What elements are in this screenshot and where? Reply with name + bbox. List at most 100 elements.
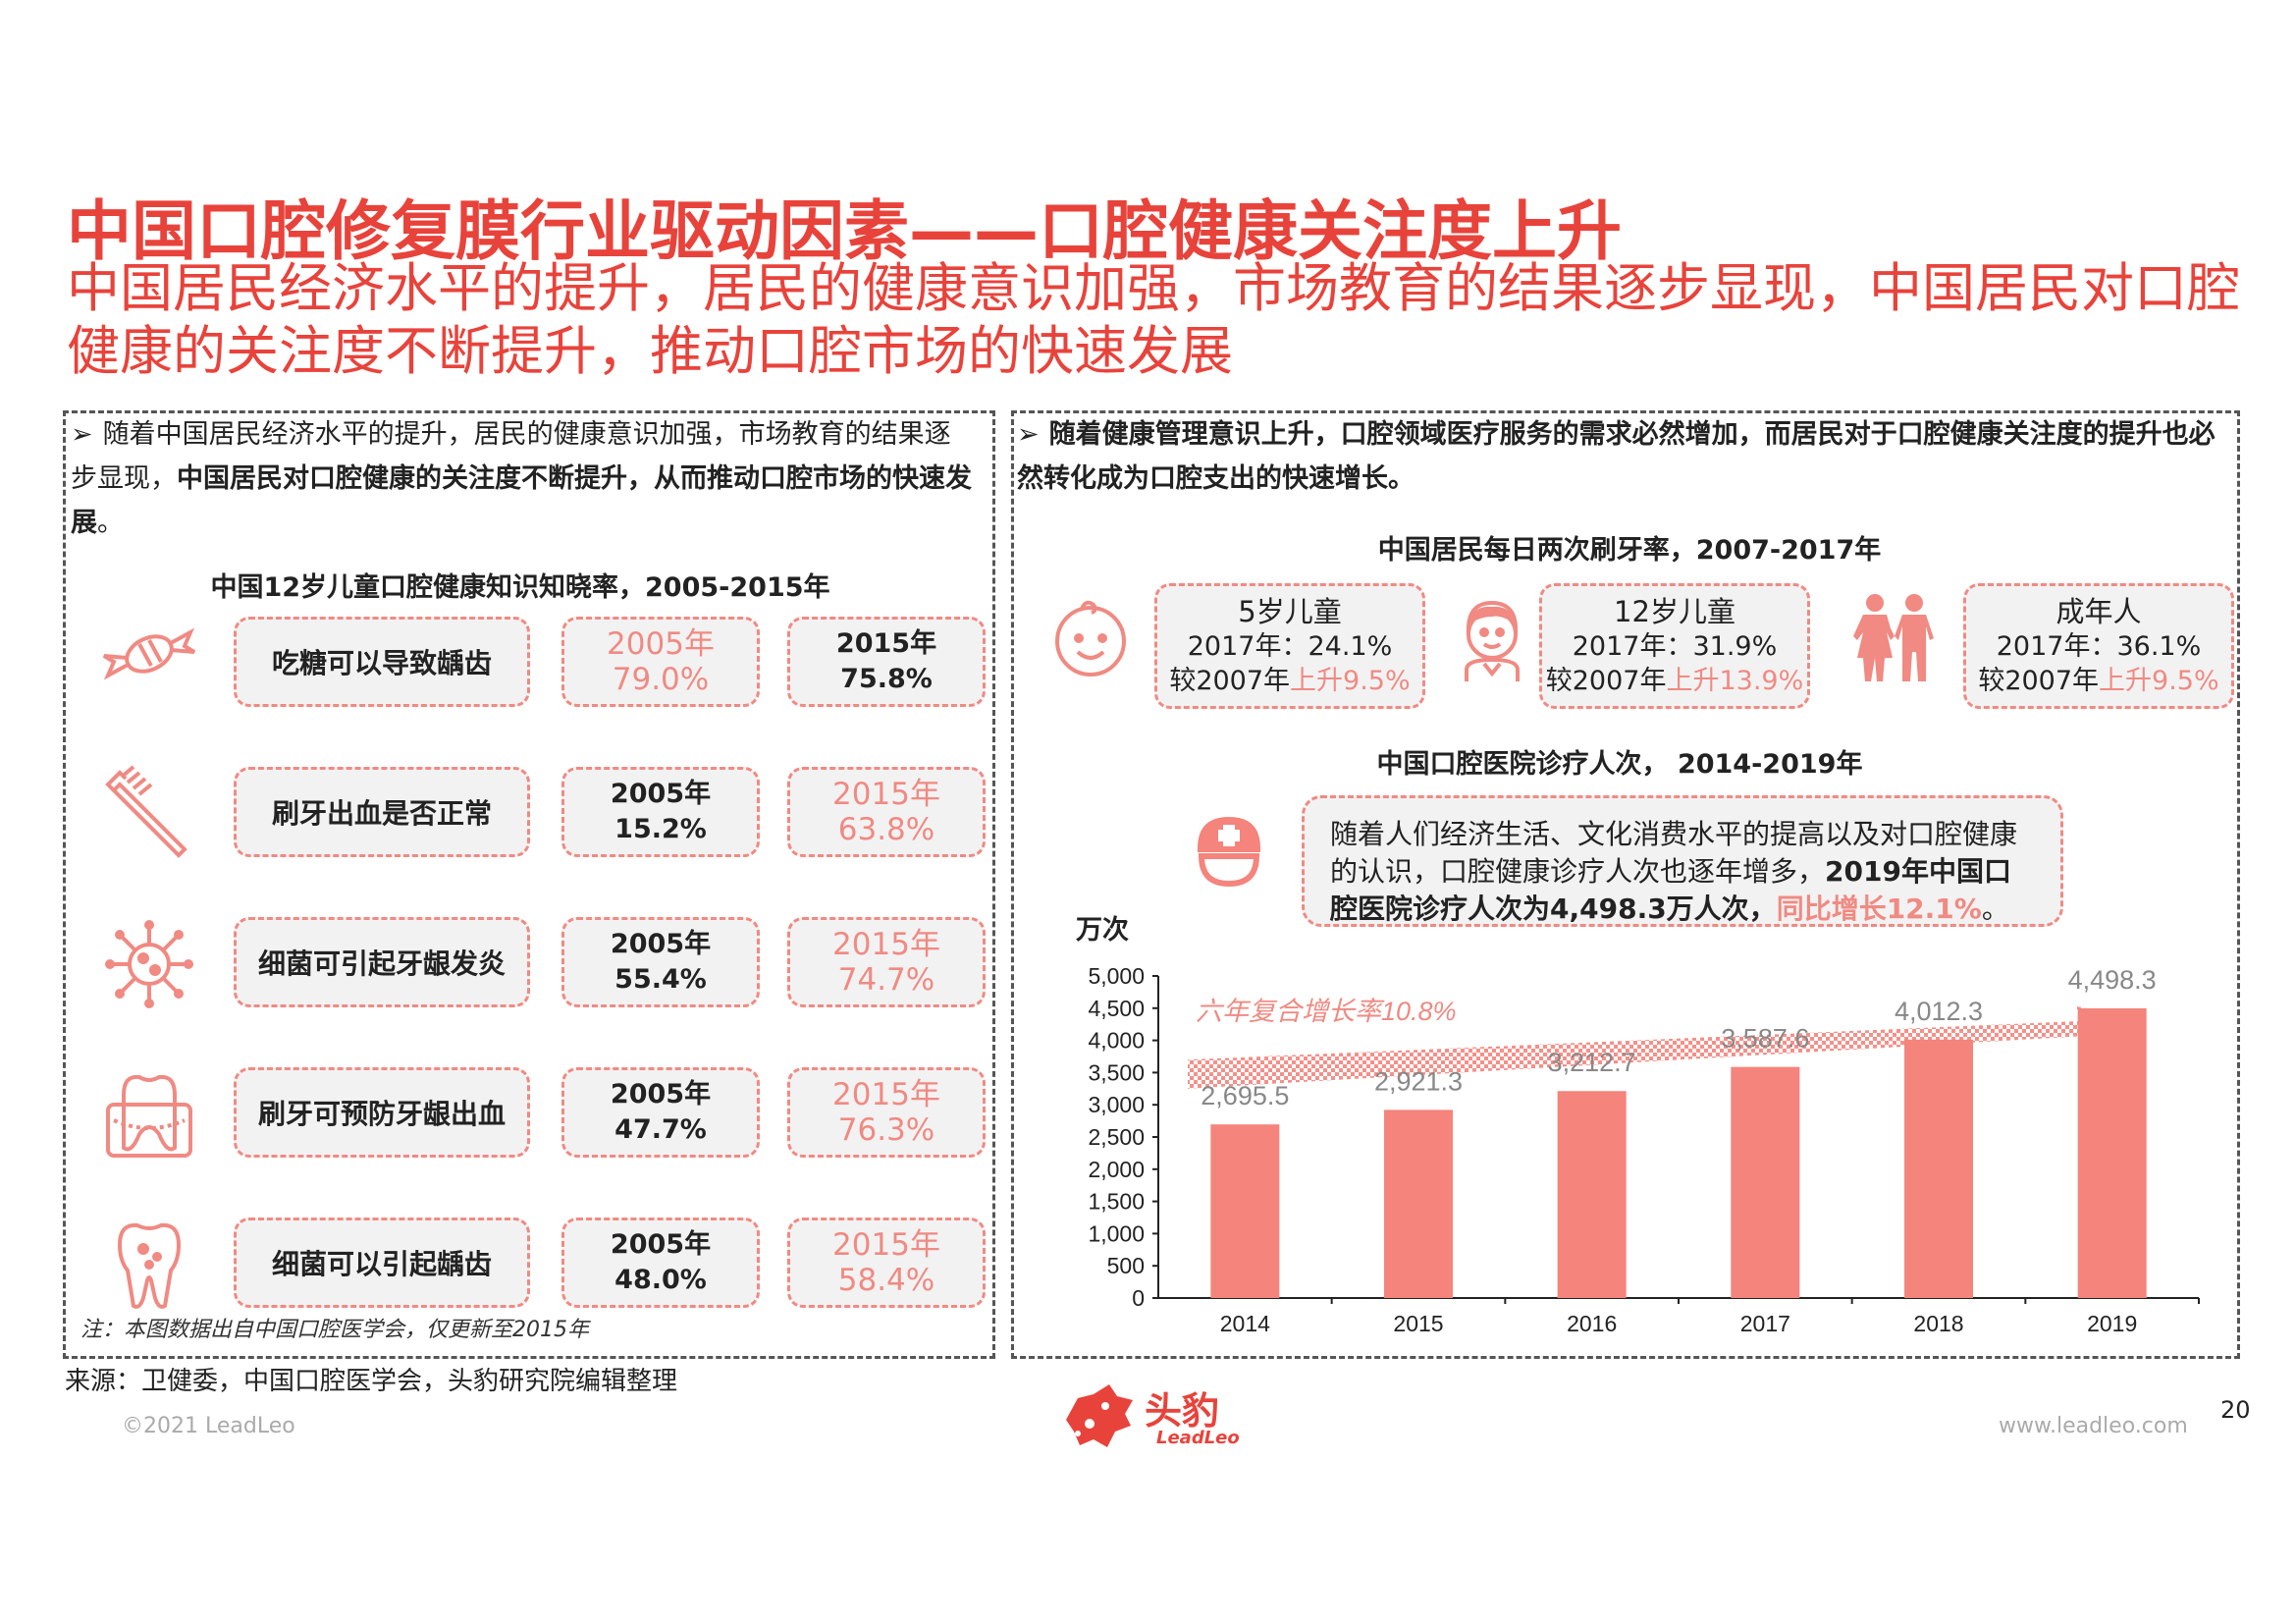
brush-chart-title: 中国居民每日两次刷牙率，2007-2017年 <box>1377 535 1882 566</box>
callout-text: 随着人们经济生活、文化消费水平的提高以及对口腔健康的认识，口腔健康诊疗人次也逐年… <box>1330 818 2018 888</box>
bullet-arrow-icon: ➢ <box>1017 419 1040 450</box>
y-tick-label: 3,500 <box>1088 1059 1145 1085</box>
rate-2005-box: 2005年 79.0% <box>561 617 760 707</box>
rate-value: 74.7% <box>837 962 935 998</box>
knowledge-label: 细菌可引起牙龈发炎 <box>234 917 530 1007</box>
bar <box>2077 1007 2147 1298</box>
rate-value: 47.7% <box>614 1114 707 1145</box>
rate-2005-box: 2005年 15.2% <box>561 767 760 857</box>
rate-2015-box: 2015年 58.4% <box>787 1218 986 1308</box>
gum-icon <box>100 1065 198 1164</box>
brush-rate: 2017年：36.1% <box>1996 630 2202 662</box>
rate-2015-box: 2015年 74.7% <box>787 917 986 1007</box>
brush-stat-box: 成年人 2017年：36.1% 较2007年上升9.5% <box>1963 583 2234 709</box>
y-tick-label: 500 <box>1107 1253 1145 1278</box>
y-tick-label: 5,000 <box>1088 963 1145 989</box>
bar <box>1731 1066 1800 1298</box>
x-tick-label: 2014 <box>1220 1311 1270 1335</box>
y-tick-label: 4,500 <box>1088 996 1145 1021</box>
x-tick-label: 2017 <box>1740 1311 1790 1335</box>
rate-2005-box: 2005年 47.7% <box>561 1067 760 1158</box>
callout-bold: 2019年中国口腔医院诊疗人次为4,498.3万人次， <box>1330 855 2011 925</box>
rate-value: 58.4% <box>837 1263 935 1298</box>
knowledge-chart-title: 中国12岁儿童口腔健康知识知晓率，2005-2015年 <box>210 572 830 603</box>
bar <box>1557 1091 1627 1298</box>
copyright: ©2021 LeadLeo <box>122 1414 295 1438</box>
brush-stat-box: 5岁儿童 2017年：24.1% 较2007年上升9.5% <box>1154 583 1425 709</box>
decayed-tooth-icon <box>100 1216 198 1314</box>
y-tick-label: 0 <box>1132 1285 1145 1311</box>
right-bullet: ➢ 随着健康管理意识上升，口腔领域医疗服务的需求必然增加，而居民对于口腔健康关注度… <box>1017 412 2224 501</box>
toothbrush-icon <box>100 765 198 863</box>
rate-2005-box: 2005年 48.0% <box>561 1218 760 1308</box>
y-tick-label: 1,000 <box>1088 1220 1145 1246</box>
knowledge-label: 刷牙出血是否正常 <box>234 767 530 857</box>
bar-value-label: 4,012.3 <box>1895 997 1983 1026</box>
baby-face-icon <box>1048 595 1147 693</box>
bar <box>1210 1124 1280 1298</box>
rate-year: 2015年 <box>832 1227 940 1263</box>
rate-value: 63.8% <box>837 812 935 847</box>
brush-rate: 2017年：31.9% <box>1572 630 1778 662</box>
rate-value: 15.2% <box>614 814 707 844</box>
brush-group: 5岁儿童 <box>1238 594 1342 628</box>
rate-value: 75.8% <box>840 664 933 694</box>
y-axis-label: 万次 <box>1076 915 1129 945</box>
rate-year: 2005年 <box>610 1079 712 1110</box>
bar-value-label: 2,695.5 <box>1201 1081 1289 1110</box>
knowledge-label: 细菌可以引起龋齿 <box>234 1218 530 1308</box>
brush-rate: 2017年：24.1% <box>1187 630 1393 662</box>
medical-icon <box>1190 809 1268 888</box>
page-subtitle: 中国居民经济水平的提升，居民的健康意识加强，市场教育的结果逐步显现，中国居民对口… <box>67 257 2240 382</box>
left-panel <box>63 410 995 1359</box>
callout-growth: 同比增长12.1% <box>1776 893 1982 925</box>
brush-group: 12岁儿童 <box>1614 594 1735 628</box>
bar <box>1904 1039 1973 1298</box>
bullet-arrow-icon: ➢ <box>71 419 93 450</box>
rate-year: 2015年 <box>832 777 940 812</box>
bar-value-label: 3,212.7 <box>1548 1048 1636 1077</box>
knowledge-label: 吃糖可以导致龋齿 <box>234 617 530 707</box>
bar-value-label: 3,587.6 <box>1721 1024 1809 1054</box>
left-bullet-bold: 中国居民对口腔健康的关注度不断提升，从而推动口腔市场的快速发展 <box>71 463 972 538</box>
rate-year: 2005年 <box>610 1229 712 1260</box>
visits-chart: 万次 0 500 1,000 1,500 2,000 2,500 3,000 3,500 4,00… <box>1041 903 2218 1336</box>
rate-year: 2005年 <box>607 626 715 662</box>
rate-value: 55.4% <box>614 964 707 995</box>
visits-callout: 随着人们经济生活、文化消费水平的提高以及对口腔健康的认识，口腔健康诊疗人次也逐年… <box>1302 795 2063 927</box>
logo-en: LeadLeo <box>1156 1428 1240 1448</box>
rate-2015-box: 2015年 63.8% <box>787 767 986 857</box>
rate-year: 2015年 <box>832 1077 940 1112</box>
rate-year: 2015年 <box>832 927 940 962</box>
rate-year: 2005年 <box>610 779 712 809</box>
visits-chart-title: 中国口腔医院诊疗人次， 2014-2019年 <box>1376 749 1863 780</box>
rate-value: 79.0% <box>612 662 710 697</box>
bar <box>1384 1110 1453 1298</box>
y-tick-label: 4,000 <box>1088 1028 1145 1054</box>
leadleo-logo: 头豹 LeadLeo <box>1060 1377 1256 1455</box>
rate-2005-box: 2005年 55.4% <box>561 917 760 1007</box>
y-tick-label: 2,000 <box>1088 1157 1145 1182</box>
y-tick-label: 3,000 <box>1088 1092 1145 1117</box>
rate-year: 2005年 <box>610 929 712 959</box>
x-tick-label: 2018 <box>1913 1311 1963 1335</box>
child-icon <box>1453 595 1551 693</box>
visits-bar-chart: 万次 0 500 1,000 1,500 2,000 2,500 3,000 3,500 4,00… <box>1076 915 2200 1336</box>
callout-end: 。 <box>1981 893 2009 925</box>
candy-icon <box>100 615 198 713</box>
x-tick-label: 2015 <box>1393 1311 1443 1335</box>
left-bullet-normal: 随着中国居民经济水平的提升，居民的健康意识加强，市场教育的结果逐步显现， <box>71 419 951 494</box>
page-title: 中国口腔修复膜行业驱动因素——口腔健康关注度上升 <box>67 193 1622 269</box>
knowledge-label: 刷牙可预防牙龈出血 <box>234 1067 530 1158</box>
source-text: 来源：卫健委，中国口腔医学会，头豹研究院编辑整理 <box>65 1367 678 1396</box>
brush-change: 较2007年上升9.5% <box>1978 665 2219 696</box>
adults-icon <box>1845 589 1944 687</box>
right-panel <box>1011 410 2240 1359</box>
growth-arrow <box>1188 1005 2140 1089</box>
bar-value-label: 2,921.3 <box>1374 1066 1463 1096</box>
x-tick-label: 2016 <box>1567 1311 1617 1335</box>
left-bullet-end: 。 <box>97 508 124 538</box>
rate-value: 76.3% <box>837 1112 935 1148</box>
logo-cn: 头豹 <box>1145 1389 1220 1433</box>
bar-value-label: 4,498.3 <box>2068 965 2157 995</box>
